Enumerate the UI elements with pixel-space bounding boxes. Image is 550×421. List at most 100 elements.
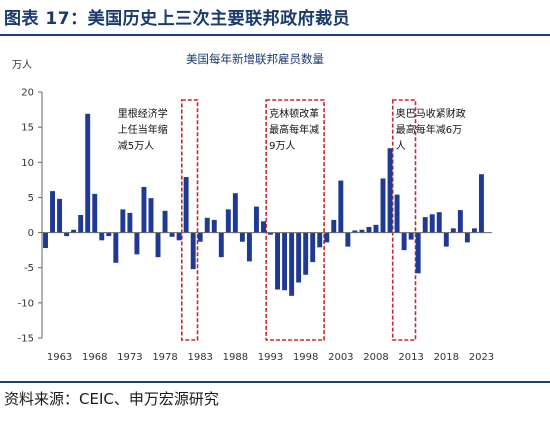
bar (162, 210, 168, 233)
bar (331, 219, 337, 233)
bar (464, 232, 470, 243)
bar (478, 174, 484, 233)
highlight-boxes (180, 99, 417, 341)
bar (471, 228, 477, 233)
bar-chart: 美国每年新增联邦雇员数量 万人 -15 -10 -5 0 5 10 15 20 1963 1968… (12, 52, 495, 364)
x-tick-label: 2003 (328, 352, 353, 363)
annotation-text: 9万人 (269, 140, 295, 152)
y-axis-unit-label: 万人 (12, 59, 32, 71)
bar (50, 191, 56, 233)
bar (246, 232, 252, 262)
bar (190, 232, 196, 270)
figure-title: 图表 17：美国历史上三次主要联邦政府裁员 (4, 9, 351, 29)
bar (338, 180, 344, 233)
bar (352, 230, 358, 233)
bar (450, 228, 456, 233)
y-tick-label: 15 (21, 123, 34, 134)
annotation-text: 人 (396, 140, 406, 152)
bar (64, 232, 70, 237)
y-tick-label: 20 (21, 88, 34, 99)
bar (436, 212, 442, 233)
bar (204, 217, 210, 233)
source-note: 资料来源：CEIC、申万宏源研究 (4, 390, 219, 408)
bar (148, 198, 154, 233)
bar (422, 217, 428, 233)
annotation-text: 里根经济学 (118, 107, 168, 120)
highlight-box (180, 99, 199, 341)
bar (239, 232, 245, 242)
bar (120, 209, 126, 233)
y-tick-label: -15 (18, 334, 34, 345)
annotation-text: 最高每年减6万 (396, 123, 462, 136)
x-tick-label: 1993 (258, 352, 283, 363)
bar (57, 198, 63, 233)
bar (211, 219, 217, 233)
bars (43, 113, 484, 296)
annotation-text: 最高每年减 (269, 123, 319, 136)
x-tick-label: 1983 (187, 352, 212, 363)
bar (415, 232, 421, 274)
highlight-box (391, 99, 417, 341)
bar (176, 232, 182, 241)
bar (92, 193, 98, 233)
bar (218, 232, 224, 258)
bar (113, 232, 119, 263)
bar (317, 232, 323, 248)
chart-title: 美国每年新增联邦雇员数量 (186, 52, 324, 66)
y-tick-label: -10 (18, 298, 34, 309)
bar (155, 232, 161, 258)
bar (43, 232, 48, 249)
highlight-box (265, 99, 325, 341)
bar (359, 229, 365, 233)
bar (183, 177, 189, 233)
x-tick-label: 2018 (434, 352, 459, 363)
bar (303, 232, 309, 275)
y-tick-label: 10 (21, 158, 34, 169)
bar (261, 221, 266, 233)
bar (99, 232, 105, 241)
bar (275, 232, 281, 290)
top-divider (0, 34, 550, 36)
x-tick-label: 1978 (152, 352, 177, 363)
bar (296, 232, 302, 283)
bar (253, 206, 259, 233)
x-tick-label: 1963 (47, 352, 72, 363)
x-tick-label: 1968 (82, 352, 107, 363)
x-tick-label: 2013 (398, 352, 423, 363)
x-tick-label: 1988 (223, 352, 248, 363)
y-tick-label: 0 (28, 228, 34, 239)
bar (71, 229, 77, 233)
x-tick-label: 2008 (363, 352, 388, 363)
bar (106, 232, 112, 237)
bar (169, 232, 175, 237)
bar (197, 232, 203, 242)
x-tick-label: 1973 (117, 352, 142, 363)
bar (134, 232, 140, 255)
bar (457, 210, 463, 233)
y-tick-label: 5 (28, 193, 34, 204)
bar (268, 232, 273, 235)
bar (85, 113, 91, 233)
bar (373, 224, 379, 233)
bar (141, 186, 147, 233)
bar (127, 212, 133, 233)
bar (310, 232, 316, 263)
y-tick-label: -5 (24, 263, 34, 274)
annotation-text: 上任当年缩 (118, 123, 168, 136)
bar (282, 232, 288, 291)
bar (443, 232, 449, 247)
bar (324, 232, 330, 243)
x-tick-label: 1998 (293, 352, 318, 363)
axes: -15 -10 -5 0 5 10 15 20 1963 1968 1973 1978 1983 1988… (18, 88, 495, 364)
annotation-text: 奥巴马收紧财政 (396, 107, 466, 120)
bar (394, 194, 400, 233)
bar (78, 215, 84, 233)
annotation-text: 克林顿改革 (269, 107, 319, 120)
bar (289, 232, 295, 296)
bar (366, 226, 372, 233)
bar (345, 232, 351, 247)
bar (225, 209, 231, 233)
bar (387, 148, 393, 233)
bar (232, 193, 238, 233)
